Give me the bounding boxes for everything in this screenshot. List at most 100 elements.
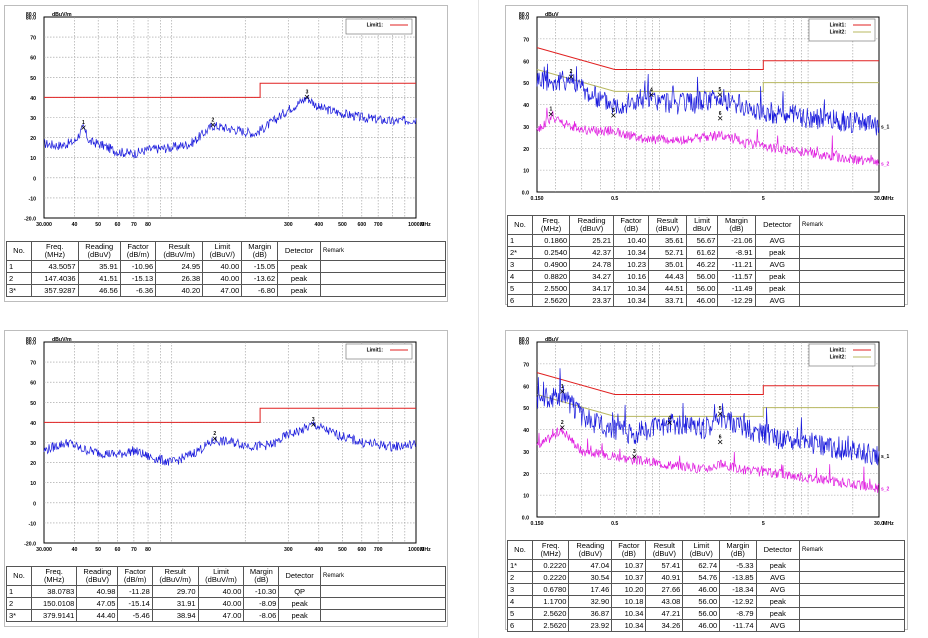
table-cell	[320, 260, 446, 273]
x-tick-label: 30.000	[36, 222, 52, 228]
table-cell: -6.36	[119, 284, 157, 297]
table-cell: 2.5620	[531, 619, 570, 632]
table-cell: 1.1700	[531, 595, 570, 608]
table-cell: 5	[507, 607, 533, 620]
table-header-cell: Limit (dBuV/)	[202, 241, 243, 261]
table-header-cell: Margin (dB)	[717, 215, 756, 235]
y-tick-label: 50	[523, 81, 529, 87]
x-tick-label: 40	[72, 547, 78, 553]
marker-label: 5	[719, 406, 722, 412]
x-tick-label: 600	[357, 547, 366, 553]
table-cell	[799, 571, 905, 584]
table-header-cell: Reading (dBuV)	[76, 566, 119, 586]
table-cell	[320, 585, 446, 598]
y-unit-label: dBuV/m	[52, 337, 72, 343]
table-cell: 40.91	[645, 571, 684, 584]
table-cell: -13.85	[719, 571, 757, 584]
table-cell	[799, 282, 905, 295]
table-header-cell: No.	[507, 540, 533, 560]
marker-label: 6	[719, 111, 722, 117]
legend-label: Limit1:	[367, 348, 384, 354]
table-cell: 44.51	[648, 282, 687, 295]
table-cell: 150.0108	[30, 597, 78, 610]
marker-cross	[611, 113, 616, 118]
emission-plot-2: 80.0 70 60 50 40 30 20 10 0.0 0.150 0.5 5 30.0 MHz 80.…	[507, 7, 904, 214]
table-cell: -6.80	[241, 284, 279, 297]
table-cell	[799, 270, 905, 283]
table-cell: 46.56	[77, 284, 121, 297]
table-cell: 40.00	[197, 597, 245, 610]
legend-label: Limit1:	[830, 348, 847, 354]
y-tick-label: 40	[523, 103, 529, 109]
y-tick-label: 80.0	[519, 341, 529, 347]
table-cell: 2	[6, 272, 32, 285]
table-header-cell: Freq. (MHz)	[531, 215, 571, 235]
emission-trace	[536, 63, 880, 136]
table-header-cell: Result (dBuV)	[645, 540, 684, 560]
table-cell: 35.61	[648, 234, 687, 247]
table-cell: -11.28	[117, 585, 153, 598]
table-cell: AVG	[755, 571, 801, 584]
table-header-cell: Limit (dBuV/m)	[197, 566, 245, 586]
table-cell: -18.34	[719, 583, 757, 596]
limit-line	[44, 407, 416, 423]
table-header-cell: Reading (dBuV)	[77, 241, 121, 261]
table-cell: QP	[278, 585, 321, 598]
table-cell: 1	[507, 234, 533, 247]
table-cell: -10.30	[243, 585, 280, 598]
legend-label: Limit1:	[830, 23, 847, 29]
y-unit-label: dBuV	[545, 337, 559, 343]
y-tick-label: 30	[30, 441, 36, 447]
table-cell: 40.00	[202, 272, 243, 285]
y-tick-label: 70	[523, 37, 529, 43]
marker-label: 1	[561, 384, 564, 390]
marker-cross	[717, 92, 723, 97]
table-cell: 0.1860	[531, 234, 571, 247]
table-cell: 10.23	[613, 258, 650, 271]
result-table-1: No. Freq. (MHz) Reading (dBuV) Factor (dB/m) Re…	[6, 241, 446, 297]
x-tick-label: 300	[284, 547, 293, 553]
result-table-4: No. Freq. (MHz) Reading (dBuV) Factor (dB) Resu…	[507, 540, 905, 632]
table-row: 2* 0.2540 42.37 10.34 52.71 61.62 -8.91 peak	[507, 246, 905, 259]
limit-line	[44, 82, 416, 98]
y-tick-label: 80.0	[26, 16, 36, 22]
y-tick-label: 20	[30, 461, 36, 467]
table-cell: 2.5620	[531, 607, 570, 620]
y-tick-label: 60	[523, 59, 529, 65]
table-cell: 2	[6, 597, 32, 610]
table-row: 4 0.8820 34.27 10.16 44.43 56.00 -11.57 peak	[507, 270, 905, 283]
table-cell: 3*	[6, 284, 32, 297]
x-tick-label: 1000.0	[408, 547, 424, 553]
trace-label: s_2	[881, 162, 890, 168]
table-cell: 23.92	[568, 619, 613, 632]
y-tick-label: 80.0	[519, 16, 529, 22]
table-row: 2 0.2220 30.54 10.37 40.91 54.76 -13.85 AVG	[507, 571, 905, 584]
limit-line	[536, 372, 879, 395]
table-cell: 10.34	[613, 294, 650, 307]
table-cell: 379.9141	[30, 609, 78, 622]
marker-label: 2	[570, 69, 573, 75]
marker-cross	[568, 74, 574, 79]
table-cell: 0.4900	[531, 258, 571, 271]
x-tick-label: 0.150	[531, 521, 544, 527]
emission-plot-3: 80.0 70 60 50 40 30 20 10 0 -10 -20.0 30.000 40 50 60 7…	[6, 332, 444, 569]
x-tick-label: 80	[145, 547, 151, 553]
x-tick-label: 300	[284, 222, 293, 228]
trace-label: s_1	[881, 454, 890, 460]
marker-label: 2	[561, 420, 564, 426]
marker-cross	[212, 436, 217, 441]
y-tick-label: 0	[33, 176, 36, 182]
table-row: 4 1.1700 32.90 10.18 43.08 56.00 -12.92 peak	[507, 595, 905, 608]
table-cell: 47.04	[568, 559, 613, 572]
x-tick-label: 500	[338, 222, 347, 228]
table-header-cell: Reading (dBuV)	[569, 215, 615, 235]
table-cell: AVG	[754, 258, 801, 271]
table-row: 6 2.5620 23.92 10.34 34.26 46.00 -11.74 AVG	[507, 619, 905, 632]
table-row: 1* 0.2220 47.04 10.37 57.41 62.74 -5.33 peak	[507, 559, 905, 572]
marker-cross	[649, 92, 654, 98]
y-tick-label: 50	[30, 401, 36, 407]
table-cell: peak	[755, 559, 801, 572]
table-cell: 38.0783	[30, 585, 78, 598]
table-cell: -8.91	[717, 246, 756, 259]
table-cell: 52.71	[648, 246, 687, 259]
